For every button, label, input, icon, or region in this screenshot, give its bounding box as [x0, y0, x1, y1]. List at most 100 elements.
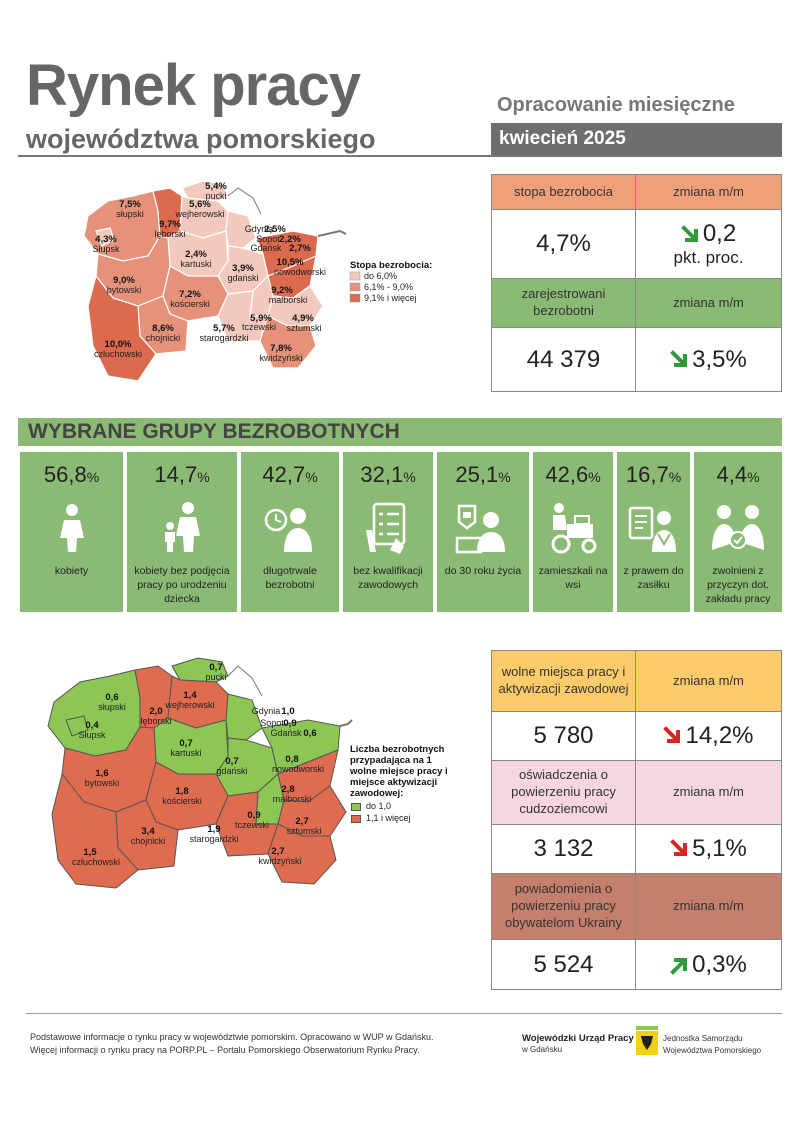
gov-line-1: Jednostka Samorządu: [663, 1034, 743, 1043]
map-region-name: lęborski: [140, 716, 171, 726]
gov-line-2: Województwa Pomorskiego: [663, 1046, 762, 1055]
map-region-value: 1,8: [175, 786, 188, 797]
map1-legend-title: Stopa bezrobocia:: [350, 260, 432, 271]
map-region-name: wejherowski: [174, 209, 224, 219]
group-label: z prawem do zasiłku: [623, 565, 684, 591]
group-value: 42,7: [262, 462, 306, 487]
notifications-value: 5 524: [492, 940, 636, 989]
map-region-value: 5,4%: [205, 181, 227, 192]
group-value: 14,7: [154, 462, 198, 487]
map-region-name: tczewski: [235, 820, 269, 830]
groups-title: WYBRANE GRUPY BEZROBOTNYCH: [28, 420, 400, 443]
group-label: bez kwalifikacji zawodowych: [353, 565, 423, 591]
map-region-name: Słupsk: [92, 244, 120, 254]
group-label: kobiety: [54, 565, 89, 577]
map-region-value: 0,6: [303, 728, 316, 739]
map-region-value: 10,0%: [105, 339, 132, 350]
map-region-value: 4,3%: [95, 234, 117, 245]
footer-divider: [26, 1013, 782, 1014]
map-region-value: 2,8: [281, 784, 294, 795]
group-value: 25,1: [455, 462, 499, 487]
pomorskie-coat-of-arms-icon: [636, 1026, 658, 1055]
map-region-name: pucki: [205, 672, 226, 682]
map-region-name: nowodworski: [274, 267, 326, 277]
handshake-people-icon: [712, 505, 764, 550]
group-unit: %: [197, 469, 210, 485]
map-region-name: Słupsk: [78, 730, 106, 740]
map-region-name: sztumski: [286, 323, 321, 333]
arrow-down-icon: [670, 839, 688, 856]
map-region-name: człuchowski: [72, 857, 120, 867]
vacancies-stats-table: wolne miejsca pracy i aktywizacji zawodo…: [491, 650, 782, 990]
group-card-women: 56,8% kobiety: [20, 452, 123, 612]
notifications-change: 0,3%: [692, 950, 747, 978]
unemployment-rate-change: 0,2: [702, 220, 737, 247]
map1-legend-item: 9,1% i więcej: [364, 293, 417, 303]
map-region-name: Gdańsk: [270, 728, 302, 738]
map-region-name: sztumski: [286, 826, 321, 836]
document-person-icon: [628, 506, 676, 552]
map-region-value: 0,9: [247, 810, 260, 821]
map-region-value: 7,2%: [179, 289, 201, 300]
group-unit: %: [588, 469, 601, 485]
vacancies-value: 5 780: [492, 712, 636, 760]
map-region-name: słupski: [98, 702, 126, 712]
mother-child-icon: [165, 502, 200, 552]
group-unit: %: [305, 469, 318, 485]
map1-legend-item: do 6,0%: [364, 271, 397, 281]
map1-legend-item: 6,1% - 9,0%: [364, 282, 413, 292]
report-period: kwiecień 2025: [491, 123, 782, 155]
map-region-value: 5,7%: [213, 323, 235, 334]
group-value: 56,8: [43, 462, 87, 487]
arrow-down-icon: [680, 224, 698, 242]
map-region-name: malborski: [273, 794, 312, 804]
map-region-value: 9,2%: [271, 285, 293, 296]
map-region-value: 5,6%: [189, 199, 211, 210]
map-region-value: 7,5%: [119, 199, 141, 210]
change-label: zmiana m/m: [673, 784, 744, 800]
footer-text: Podstawowe informacje o rynku pracy w wo…: [30, 1031, 500, 1057]
group-label: zamieszkali na wsi: [538, 565, 608, 591]
wup-logo-city: w Gdańsku: [522, 1045, 563, 1054]
map-region-name: wejherowski: [164, 700, 214, 710]
change-label: zmiana m/m: [673, 898, 744, 914]
map-region-value: 0,7: [209, 662, 222, 673]
footer-line-2: Więcej informacji o rynku pracy na PORP.…: [30, 1045, 420, 1055]
map-region-name: kościerski: [170, 299, 210, 309]
map-region-name: kartuski: [180, 259, 211, 269]
change-label: zmiana m/m: [673, 183, 744, 199]
group-card-benefit-eligible: 16,7% z prawem do zasiłku: [617, 452, 690, 612]
map-region-name: Sopot: [256, 234, 280, 244]
groups-band: [18, 418, 782, 446]
group-unit: %: [403, 469, 416, 485]
map-region-name: kwidzyński: [259, 353, 302, 363]
woman-icon: [59, 504, 84, 552]
group-card-long-term: 42,7% długotrwale bezrobotni: [241, 452, 339, 612]
tractor-icon: [551, 503, 597, 554]
map2-legend-item: 1,1 i więcej: [366, 813, 411, 823]
gov-text: Jednostka Samorządu Województwa Pomorski…: [663, 1033, 761, 1057]
map-region-value: 10,5%: [277, 257, 304, 268]
map-region-name: chojnicki: [131, 836, 166, 846]
group-unit: %: [747, 469, 760, 485]
map-region-name: tczewski: [242, 322, 276, 332]
vacancies-change: 14,2%: [685, 722, 754, 749]
map-region-name: starogardzki: [189, 834, 238, 844]
map-region-value: 0,9: [283, 718, 296, 729]
map-region-name: Gdynia: [245, 224, 274, 234]
map-region-value: 9,7%: [159, 219, 181, 230]
group-value: 32,1: [360, 462, 404, 487]
map-region-value: 1,6: [95, 768, 108, 779]
map-region-name: Gdynia: [252, 706, 281, 716]
page-subtitle: województwa pomorskiego: [26, 124, 376, 154]
map-region-name: gdański: [216, 766, 247, 776]
declarations-label: oświadczenia o powierzeniu pracy cudzozi…: [492, 761, 636, 824]
arrow-down-icon: [670, 349, 688, 367]
map-region-value: 2,7%: [289, 243, 311, 254]
map-region-value: 0,8: [285, 754, 298, 765]
group-label: do 30 roku życia: [444, 565, 522, 577]
report-type: Opracowanie miesięczne: [497, 94, 735, 116]
footer-line-1: Podstawowe informacje o rynku pracy w wo…: [30, 1032, 434, 1042]
